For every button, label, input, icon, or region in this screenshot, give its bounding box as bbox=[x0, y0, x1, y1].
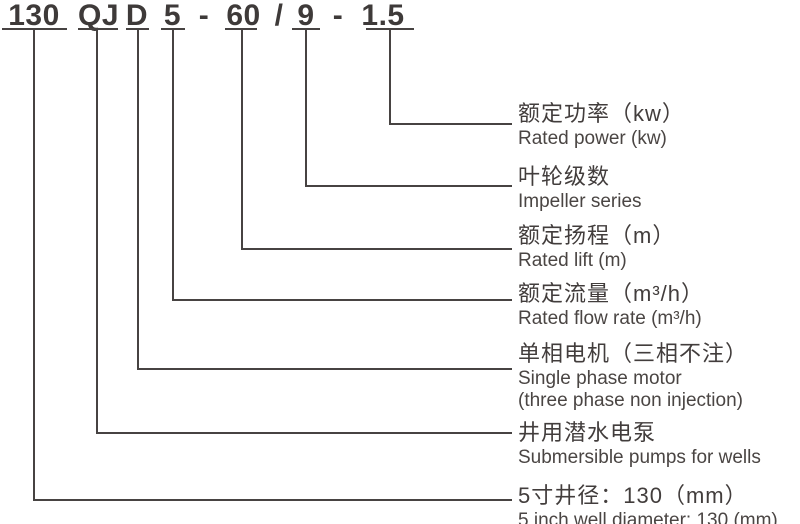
model-separator-dash: - bbox=[198, 0, 210, 32]
underline-lift bbox=[225, 28, 257, 30]
model-segment-flow-rate: 5 bbox=[163, 0, 182, 32]
model-segment-well-diameter: 130 bbox=[8, 0, 60, 32]
label-rated-lift-zh: 额定扬程（m） bbox=[518, 223, 676, 248]
model-separator-slash: / bbox=[274, 0, 284, 32]
connector-vertical-well-diameter bbox=[33, 30, 35, 501]
label-rated-lift-en: Rated lift (m) bbox=[518, 250, 627, 271]
connector-horizontal-stages bbox=[305, 185, 512, 187]
connector-horizontal-lift bbox=[241, 248, 512, 250]
model-separator-dash-2: - bbox=[332, 0, 344, 32]
label-rated-lift: 额定扬程（m） Rated lift (m) bbox=[518, 223, 798, 271]
underline-power bbox=[366, 28, 414, 30]
label-motor-type: 单相电机（三相不注） Single phase motor (three pha… bbox=[518, 341, 798, 411]
connector-horizontal-power bbox=[389, 123, 512, 125]
label-pump-type-en: Submersible pumps for wells bbox=[518, 447, 761, 468]
model-segment-power: 1.5 bbox=[361, 0, 405, 32]
connector-vertical-motor-type bbox=[137, 30, 139, 370]
connector-vertical-series bbox=[96, 30, 98, 434]
label-impeller-series-en: Impeller series bbox=[518, 191, 642, 212]
label-motor-type-zh: 单相电机（三相不注） bbox=[518, 341, 749, 366]
label-pump-type-zh: 井用潜水电泵 bbox=[518, 420, 657, 445]
connector-horizontal-flow-rate bbox=[172, 299, 512, 301]
connector-vertical-flow-rate bbox=[172, 30, 174, 301]
connector-vertical-power bbox=[389, 30, 391, 125]
connector-horizontal-well-diameter bbox=[33, 499, 512, 501]
label-well-diameter-en: 5 inch well diameter: 130 (mm) bbox=[518, 510, 778, 524]
label-pump-type: 井用潜水电泵 Submersible pumps for wells bbox=[518, 420, 798, 468]
label-rated-power-zh: 额定功率（kw） bbox=[518, 101, 685, 126]
label-rated-flow-rate-en: Rated flow rate (m³/h) bbox=[518, 308, 702, 329]
underline-stages bbox=[292, 28, 320, 30]
connector-horizontal-series bbox=[96, 432, 512, 434]
label-well-diameter-zh: 5寸井径：130（mm） bbox=[518, 483, 748, 508]
model-segment-motor-type: D bbox=[125, 0, 149, 32]
connector-vertical-stages bbox=[305, 30, 307, 187]
connector-vertical-lift bbox=[241, 30, 243, 250]
connector-horizontal-motor-type bbox=[137, 368, 512, 370]
label-rated-flow-rate-zh: 额定流量（m³/h） bbox=[518, 281, 705, 306]
label-impeller-series: 叶轮级数 Impeller series bbox=[518, 164, 798, 212]
label-well-diameter: 5寸井径：130（mm） 5 inch well diameter: 130 (… bbox=[518, 483, 798, 524]
label-motor-type-en2: (three phase non injection) bbox=[518, 390, 743, 411]
underline-series bbox=[78, 28, 118, 30]
model-segment-lift: 60 bbox=[226, 0, 261, 32]
label-rated-power: 额定功率（kw） Rated power (kw) bbox=[518, 101, 798, 149]
underline-motor-type bbox=[126, 28, 149, 30]
underline-flow-rate bbox=[161, 28, 185, 30]
underline-well-diameter bbox=[2, 28, 67, 30]
model-segment-stages: 9 bbox=[297, 0, 315, 32]
label-motor-type-en: Single phase motor bbox=[518, 368, 682, 389]
label-rated-power-en: Rated power (kw) bbox=[518, 128, 667, 149]
label-rated-flow-rate: 额定流量（m³/h） Rated flow rate (m³/h) bbox=[518, 281, 798, 329]
label-impeller-series-zh: 叶轮级数 bbox=[518, 164, 611, 189]
model-segment-series: QJ bbox=[78, 0, 120, 32]
